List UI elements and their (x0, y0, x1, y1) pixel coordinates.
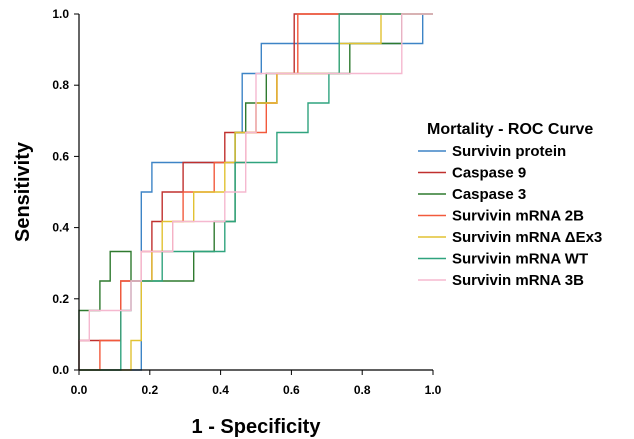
x-tick-label: 1.0 (425, 383, 442, 397)
legend-items: Survivin protein Caspase 9 Caspase 3 Surviv… (418, 143, 602, 289)
x-tick-label: 0.2 (141, 383, 158, 397)
y-ticks: 0.0 0.2 0.4 0.6 0.8 1.0 (52, 7, 79, 377)
y-tick-label: 0.8 (52, 78, 69, 92)
legend-title: Mortality - ROC Curve (427, 121, 593, 138)
x-tick-label: 0.6 (283, 383, 300, 397)
legend-label: Caspase 9 (452, 165, 526, 182)
x-tick-label: 0.4 (212, 383, 229, 397)
legend: Mortality - ROC Curve Survivin protein Ca… (418, 121, 602, 289)
legend-label: Survivin mRNA 3B (452, 272, 584, 289)
x-tick-label: 0.0 (71, 383, 88, 397)
roc-curve-survivin-mrna-3b (78, 13, 433, 370)
x-ticks: 0.0 0.2 0.4 0.6 0.8 1.0 (71, 370, 442, 397)
legend-label: Survivin mRNA 2B (452, 208, 584, 225)
legend-label: Survivin protein (452, 143, 566, 160)
y-tick-label: 0.0 (52, 363, 69, 377)
y-tick-label: 0.6 (52, 149, 69, 163)
plot-area (79, 14, 433, 370)
y-tick-label: 0.2 (52, 292, 69, 306)
y-tick-label: 0.4 (52, 221, 69, 235)
legend-label: Survivin mRNA WT (452, 251, 588, 268)
x-axis-title: 1 - Specificity (192, 416, 322, 438)
x-tick-label: 0.8 (354, 383, 371, 397)
y-tick-label: 1.0 (52, 7, 69, 21)
y-axis-title: Sensitivity (12, 141, 34, 242)
legend-label: Caspase 3 (452, 186, 526, 203)
roc-curves (78, 13, 433, 371)
legend-label: Survivin mRNA ΔEx3 (452, 229, 602, 246)
